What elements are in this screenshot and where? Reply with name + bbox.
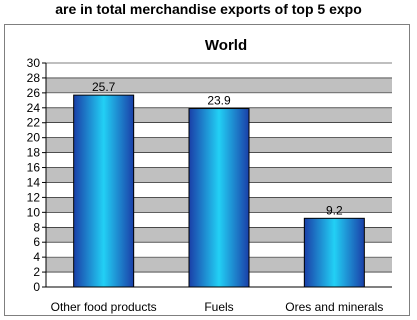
- y-tick-label: 16: [27, 161, 41, 175]
- y-tick-label: 20: [27, 131, 41, 145]
- data-label: 25.7: [92, 80, 116, 94]
- y-tick-label: 6: [33, 235, 40, 249]
- chart-title: World: [205, 37, 247, 54]
- y-tick-label: 10: [27, 205, 41, 219]
- bar: [188, 108, 250, 288]
- y-tick-label: 0: [33, 280, 40, 294]
- category-label: Fuels: [204, 300, 233, 314]
- bar: [303, 217, 365, 288]
- page-heading: are in total merchandise exports of top …: [55, 1, 362, 17]
- y-tick-label: 30: [27, 56, 41, 70]
- category-label: Other food products: [51, 300, 157, 314]
- bar: [73, 94, 135, 288]
- y-tick-label: 24: [27, 101, 41, 115]
- y-tick-label: 8: [33, 220, 40, 234]
- category-label: Ores and minerals: [285, 300, 383, 314]
- y-tick-label: 22: [27, 116, 41, 130]
- data-label: 9.2: [326, 203, 343, 217]
- data-label: 23.9: [207, 94, 231, 108]
- y-tick-label: 18: [27, 146, 41, 160]
- y-tick-label: 4: [33, 250, 40, 264]
- y-tick-label: 12: [27, 190, 41, 204]
- plot-band: [46, 63, 392, 78]
- y-tick-label: 28: [27, 71, 41, 85]
- y-tick-label: 26: [27, 86, 41, 100]
- y-tick-label: 2: [33, 265, 40, 279]
- plot-band: [46, 77, 392, 93]
- y-tick-label: 14: [27, 175, 41, 189]
